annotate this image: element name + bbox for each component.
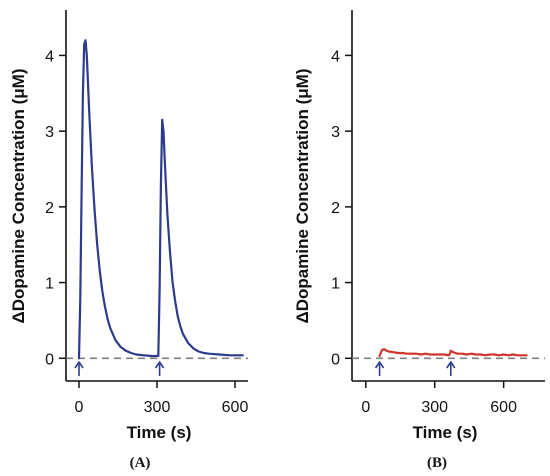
x-axis-title: Time (s) <box>127 423 192 442</box>
stimulus-arrow-icon <box>446 361 456 376</box>
panel-label-b: (B) <box>427 455 447 471</box>
data-series-line <box>378 348 528 358</box>
x-tick-label: 600 <box>490 399 517 416</box>
stimulus-arrow-head <box>446 361 456 369</box>
stimulus-arrow-head <box>154 361 165 369</box>
x-tick-label: 0 <box>75 399 84 416</box>
y-tick-label: 1 <box>331 276 340 293</box>
stimulus-arrow-icon <box>374 361 385 376</box>
x-tick-label: 0 <box>361 399 370 416</box>
y-tick-label: 2 <box>331 200 340 217</box>
stimulus-arrow-icon <box>74 361 84 376</box>
x-tick-label: 300 <box>421 399 448 416</box>
x-tick-label: 600 <box>222 399 249 416</box>
data-series-line <box>77 39 244 360</box>
y-tick-label: 4 <box>45 48 54 65</box>
y-tick-label: 3 <box>45 124 54 141</box>
x-axis-title: Time (s) <box>413 423 478 442</box>
y-tick-label: 4 <box>331 48 340 65</box>
y-tick-label: 2 <box>45 200 54 217</box>
y-tick-label: 0 <box>331 351 340 368</box>
y-tick-label: 3 <box>331 124 340 141</box>
chart-panel-a: 0 1 2 3 4 0 300 600 ΔDopamine Concentration (μM… <box>9 10 248 471</box>
stimulus-arrow-head <box>374 361 385 369</box>
y-axis-title: ΔDopamine Concentration (μM) <box>9 69 28 324</box>
chart-panel-b: 0 1 2 3 4 0 300 600 ΔDopamine Concentration (μM… <box>293 10 545 471</box>
stimulus-arrow-icon <box>154 361 165 376</box>
y-tick-label: 0 <box>45 351 54 368</box>
x-tick-label: 300 <box>144 399 171 416</box>
panel-label-a: (A) <box>130 455 151 471</box>
y-axis-title: ΔDopamine Concentration (μM) <box>293 69 312 324</box>
y-tick-label: 1 <box>45 276 54 293</box>
stimulus-arrow-head <box>74 361 84 369</box>
